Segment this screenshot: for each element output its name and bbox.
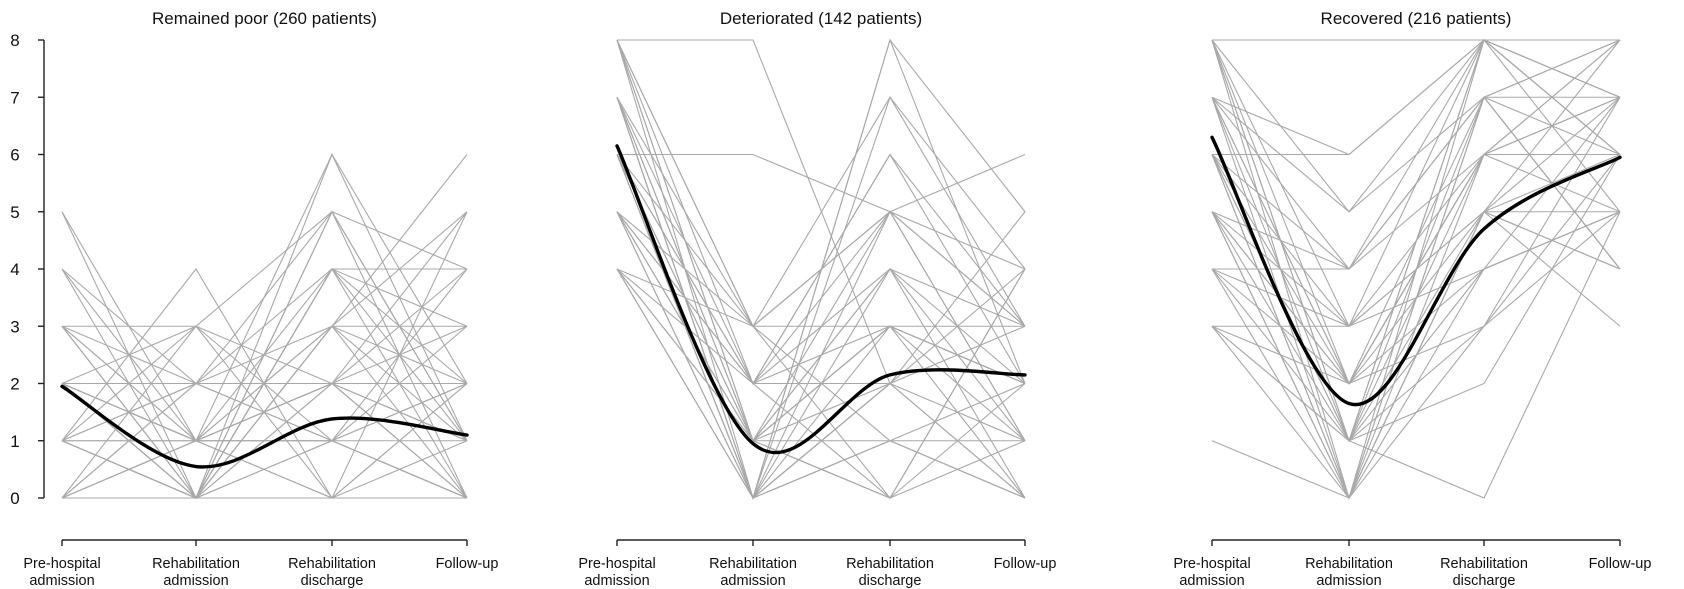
- x-tick-label: Pre-hospital: [1173, 556, 1250, 572]
- patient-trajectory: [616, 39, 1026, 442]
- x-tick-label: Follow-up: [1589, 556, 1652, 572]
- x-tick-label: Rehabilitation: [1305, 556, 1393, 572]
- x-tick-label: Pre-hospital: [23, 556, 100, 572]
- y-tick-label: 3: [10, 317, 19, 336]
- x-tick-label: discharge: [859, 573, 922, 589]
- x-tick-label: Pre-hospital: [578, 556, 655, 572]
- x-tick-label: Follow-up: [436, 556, 499, 572]
- individual-trajectories: [61, 153, 468, 500]
- patient-trajectory: [616, 211, 1026, 442]
- mean-trajectory-curve: [60, 384, 469, 469]
- x-tick-label: Rehabilitation: [152, 556, 240, 572]
- panels: Remained poor (260 patients) 0 1 2 3 4 5 6 7 8 Pre…: [10, 9, 1651, 589]
- patient-trajectory: [1211, 38, 1621, 442]
- panel-title: Recovered (216 patients): [1321, 9, 1512, 28]
- y-tick-label: 4: [10, 260, 19, 279]
- x-tick-label: Rehabilitation: [1440, 556, 1528, 572]
- panel-1: Remained poor (260 patients) 0 1 2 3 4 5 6 7 8 Pre…: [10, 9, 498, 589]
- patient-trajectory: [1211, 154, 1620, 500]
- x-tick-label: Follow-up: [994, 556, 1057, 572]
- mean-trajectory-curve: [1210, 135, 1622, 407]
- x-tick-label: Rehabilitation: [288, 556, 376, 572]
- x-tick-label: Rehabilitation: [709, 556, 797, 572]
- patient-trajectory: [1211, 96, 1620, 270]
- y-tick-label: 6: [10, 146, 19, 165]
- x-tick-label: admission: [1316, 573, 1381, 589]
- patient-trajectory: [1211, 39, 1620, 156]
- patient-trajectory: [616, 211, 1026, 499]
- x-tick-label: discharge: [1453, 573, 1516, 589]
- y-tick-label: 2: [10, 375, 19, 394]
- y-axis: 0 1 2 3 4 5 6 7 8: [10, 31, 45, 508]
- x-tick-label: admission: [29, 573, 94, 589]
- patient-trajectory: [61, 210, 468, 499]
- patient-trajectory: [616, 39, 1026, 442]
- panel-title: Remained poor (260 patients): [152, 9, 377, 28]
- x-axis: Pre-hospitaladmissionRehabilitationadmis…: [23, 539, 499, 589]
- x-axis: Pre-hospitaladmissionRehabilitationadmis…: [578, 539, 1057, 589]
- x-tick-label: Rehabilitation: [846, 556, 934, 572]
- y-tick-label: 0: [10, 489, 19, 508]
- panel-3: Recovered (216 patients)Pre-hospitaladmi…: [1173, 9, 1651, 589]
- individual-trajectories: [616, 38, 1026, 500]
- patient-trajectory: [616, 95, 1026, 500]
- x-tick-label: admission: [720, 573, 785, 589]
- y-tick-label: 8: [10, 31, 19, 50]
- y-tick-label: 5: [10, 203, 19, 222]
- mean-trajectory-curve: [615, 144, 1027, 454]
- y-tick-label: 7: [10, 88, 19, 107]
- x-tick-label: discharge: [301, 573, 364, 589]
- x-axis: Pre-hospitaladmissionRehabilitationadmis…: [1173, 539, 1652, 589]
- patient-trajectory: [61, 382, 468, 499]
- x-tick-label: admission: [584, 573, 649, 589]
- patient-trajectory: [1211, 211, 1621, 442]
- panel-title: Deteriorated (142 patients): [720, 9, 922, 28]
- individual-trajectories: [1211, 38, 1621, 500]
- x-tick-label: admission: [1179, 573, 1244, 589]
- panel-2: Deteriorated (142 patients)Pre-hospitala…: [578, 9, 1056, 589]
- y-tick-label: 1: [10, 432, 19, 451]
- x-tick-label: admission: [163, 573, 228, 589]
- patient-trajectory: [62, 440, 468, 499]
